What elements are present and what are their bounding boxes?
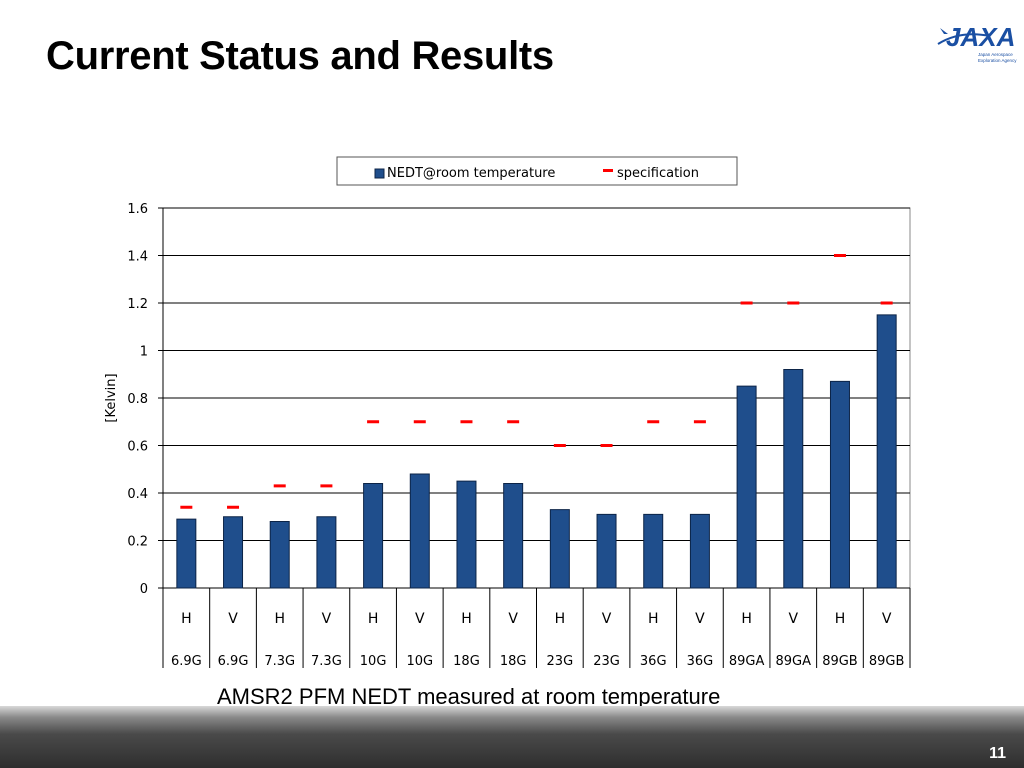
- y-tick-label: 0.8: [127, 392, 148, 407]
- nedt-bar: [596, 513, 617, 589]
- bar-series: [176, 314, 897, 589]
- band-label: 18G: [453, 654, 480, 669]
- svg-text:Japan Aerospace: Japan Aerospace: [978, 52, 1013, 57]
- nedt-bar: [549, 509, 570, 589]
- nedt-bar: [503, 483, 524, 589]
- spec-marker: [460, 420, 473, 424]
- spec-marker: [180, 505, 193, 509]
- spec-marker: [833, 254, 846, 257]
- polarization-label: V: [602, 611, 612, 627]
- spec-marker: [273, 484, 286, 488]
- nedt-bar: [223, 516, 244, 589]
- nedt-bar: [643, 513, 664, 589]
- nedt-bar: [456, 480, 477, 589]
- chart-axes: 0 0.2 0.4 0.6 0.8 1 1.2 1.4 1.6 [Kelvin] H V H V H V H V H…: [104, 202, 911, 669]
- polarization-label: H: [741, 611, 752, 627]
- polarization-label: H: [555, 611, 566, 627]
- nedt-bar: [269, 521, 290, 589]
- polarization-label: H: [835, 611, 846, 627]
- polarization-label: V: [228, 611, 238, 627]
- y-tick-label: 1.2: [127, 297, 148, 312]
- band-label: 7.3G: [311, 654, 342, 669]
- nedt-bar: [316, 516, 337, 589]
- svg-text:JAXA: JAXA: [946, 22, 1015, 52]
- nedt-bar: [783, 369, 804, 589]
- nedt-bar: [176, 518, 197, 589]
- y-tick-label: 0.6: [127, 440, 148, 455]
- band-label: 10G: [360, 654, 387, 669]
- polarization-label: V: [508, 611, 518, 627]
- band-label: 89GA: [776, 654, 812, 669]
- spec-marker: [553, 444, 566, 447]
- y-tick-label: 0.4: [127, 487, 148, 502]
- band-label: 36G: [640, 654, 667, 669]
- slide-title: Current Status and Results: [46, 34, 554, 78]
- y-tick-label: 1: [140, 345, 148, 360]
- spec-marker: [880, 301, 893, 305]
- band-label: 18G: [500, 654, 527, 669]
- chart-legend: NEDT@room temperature specification: [336, 156, 738, 186]
- spec-marker: [227, 505, 240, 509]
- chart-caption: AMSR2 PFM NEDT measured at room temperat…: [217, 684, 721, 709]
- spec-marker: [647, 420, 660, 424]
- nedt-bar: [876, 314, 897, 589]
- polarization-label: H: [274, 611, 285, 627]
- band-label: 23G: [593, 654, 620, 669]
- band-label: 36G: [687, 654, 714, 669]
- spec-marker: [740, 301, 753, 305]
- y-tick-label: 0.2: [127, 535, 148, 550]
- spec-marker: [320, 484, 333, 488]
- y-tick-label: 1.4: [127, 250, 148, 265]
- polarization-label: V: [415, 611, 425, 627]
- band-label: 7.3G: [264, 654, 295, 669]
- polarization-label: V: [695, 611, 705, 627]
- nedt-bar: [689, 513, 710, 589]
- jaxa-logo-icon: JAXA Japan Aerospace Exploration Agency: [937, 22, 1017, 63]
- y-tick-label: 0: [140, 582, 148, 597]
- polarization-label: V: [882, 611, 892, 627]
- nedt-bar: [829, 380, 850, 589]
- y-axis-label: [Kelvin]: [104, 373, 119, 422]
- spec-marker: [600, 444, 613, 447]
- polarization-label: V: [788, 611, 798, 627]
- footer-bar: [0, 706, 1024, 768]
- nedt-bar: [363, 483, 384, 589]
- nedt-bar: [736, 385, 757, 589]
- legend-swatch-spec: [603, 169, 613, 172]
- band-label: 89GB: [822, 654, 858, 669]
- polarization-label: H: [368, 611, 379, 627]
- polarization-label: H: [181, 611, 192, 627]
- legend-label-nedt: NEDT@room temperature: [387, 166, 555, 181]
- spec-series: [180, 254, 893, 509]
- spec-marker: [367, 420, 380, 424]
- polarization-label: H: [461, 611, 472, 627]
- band-label: 6.9G: [218, 654, 249, 669]
- spec-marker: [507, 420, 520, 424]
- band-label: 89GA: [729, 654, 765, 669]
- spec-marker: [413, 420, 426, 424]
- legend-box: [336, 156, 738, 186]
- page-number: 11: [989, 745, 1006, 762]
- band-label: 23G: [547, 654, 574, 669]
- band-label: 6.9G: [171, 654, 202, 669]
- spec-marker: [787, 301, 800, 305]
- svg-text:Exploration Agency: Exploration Agency: [978, 58, 1017, 63]
- legend-label-spec: specification: [617, 166, 699, 181]
- legend-swatch-nedt: [374, 168, 385, 179]
- nedt-bar: [409, 473, 430, 589]
- spec-marker: [693, 420, 706, 424]
- y-tick-label: 1.6: [127, 202, 148, 217]
- band-label: 10G: [406, 654, 433, 669]
- nedt-bar-chart: NEDT@room temperature specification 00.20…: [104, 156, 911, 669]
- band-label: 89GB: [869, 654, 905, 669]
- polarization-label: V: [322, 611, 332, 627]
- polarization-label: H: [648, 611, 659, 627]
